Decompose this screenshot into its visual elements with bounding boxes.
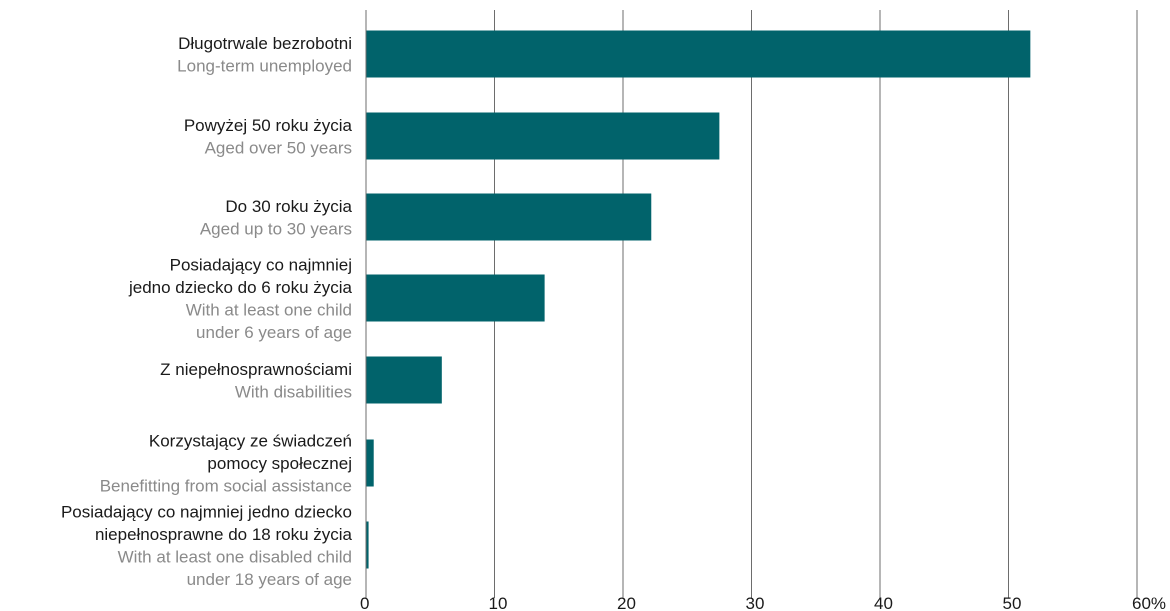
category-label-2-line-0: Do 30 roku życia: [225, 197, 352, 216]
gridlines: [365, 10, 1138, 598]
bar-5: [366, 439, 374, 487]
bar-0: [366, 30, 1031, 78]
category-label-5-line-1: pomocy społecznej: [207, 454, 352, 473]
category-label-4-line-0: Z niepełnosprawnościami: [160, 360, 352, 379]
category-label-0-line-1: Long-term unemployed: [177, 56, 352, 75]
x-tick-label-0: 0: [360, 594, 369, 611]
category-label-0-line-0: Długotrwale bezrobotni: [178, 34, 352, 53]
bars: [365, 10, 1031, 598]
category-label-5-line-2: Benefitting from social assistance: [100, 477, 352, 496]
x-tick-label-40: 40: [874, 594, 893, 611]
bar-6: [366, 521, 369, 569]
category-label-2-line-1: Aged up to 30 years: [200, 219, 352, 238]
x-tick-label-50: 50: [1003, 594, 1022, 611]
category-label-4-line-1: With disabilities: [235, 382, 352, 401]
bar-4: [366, 356, 442, 404]
category-label-1-line-1: Aged over 50 years: [205, 138, 352, 157]
category-label-6-line-2: With at least one disabled child: [118, 547, 352, 566]
category-label-6-line-1: niepełnosprawne do 18 roku życia: [95, 525, 353, 544]
category-labels: Długotrwale bezrobotni Long-term unemploy…: [61, 34, 353, 589]
category-label-5-line-0: Korzystający ze świadczeń: [149, 432, 352, 451]
category-label-6-line-3: under 18 years of age: [187, 570, 352, 589]
x-tick-label-60: 60%: [1132, 594, 1166, 611]
bar-2: [366, 193, 652, 241]
category-label-1-line-0: Powyżej 50 roku życia: [184, 116, 353, 135]
x-axis-ticks: 0 10 20 30 40 50 60%: [360, 594, 1166, 611]
x-tick-label-20: 20: [617, 594, 636, 611]
category-label-3-line-1: jedno dziecko do 6 roku życia: [128, 278, 353, 297]
bar-1: [366, 112, 720, 160]
category-label-3-line-0: Posiadający co najmniej: [170, 255, 352, 274]
x-tick-label-30: 30: [746, 594, 765, 611]
category-label-3-line-2: With at least one child: [186, 300, 352, 319]
x-tick-label-10: 10: [489, 594, 508, 611]
category-label-6-line-0: Posiadający co najmniej jedno dziecko: [61, 502, 352, 521]
bar-3: [366, 274, 545, 322]
category-label-3-line-3: under 6 years of age: [196, 323, 352, 342]
